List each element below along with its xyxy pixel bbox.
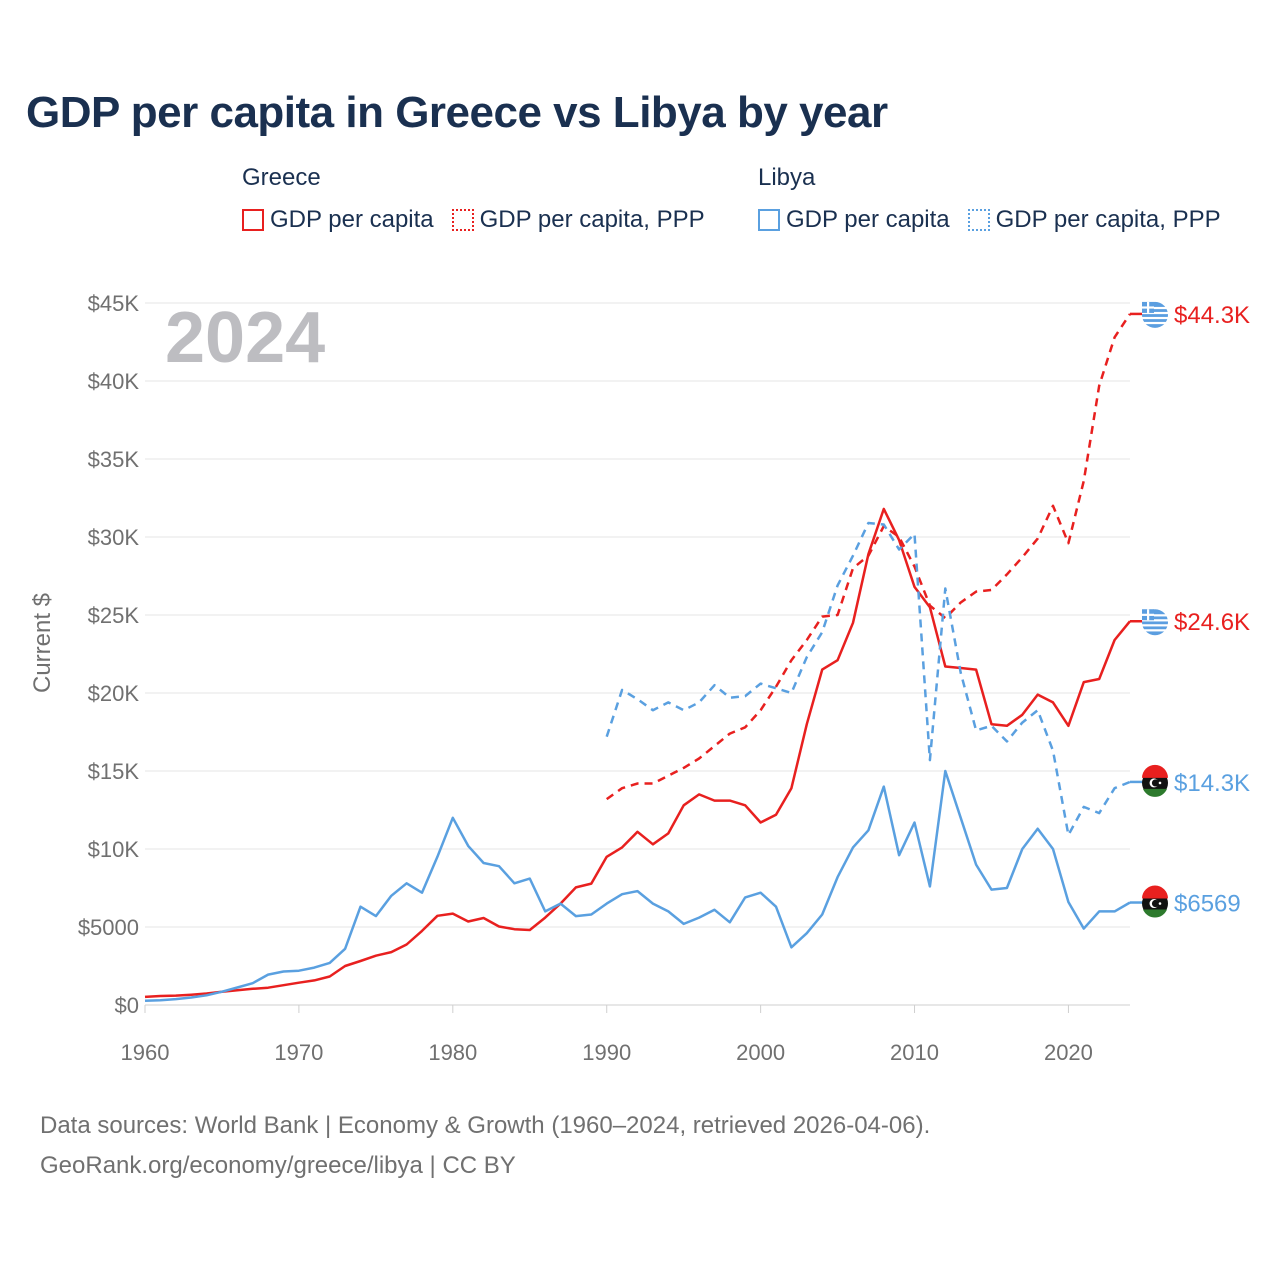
source-note: Data sources: World Bank | Economy & Gro… (40, 1106, 930, 1186)
x-tick-label: 1980 (428, 1040, 477, 1065)
y-tick-label: $40K (88, 369, 140, 394)
end-value-label: $14.3K (1174, 770, 1250, 797)
legend-label-greece-gdp: GDP per capita (270, 206, 434, 233)
x-tick-label: 1960 (121, 1040, 170, 1065)
legend-label-greece-ppp: GDP per capita, PPP (479, 206, 705, 233)
legend-swatch-libya-dashed (967, 209, 990, 231)
y-tick-label: $35K (88, 447, 140, 472)
x-tick-label: 2000 (736, 1040, 785, 1065)
x-axis-ticks: 1960 1970 1980 1990 2000 2010 2020 (121, 1005, 1093, 1065)
end-value-label: $24.6K (1174, 609, 1250, 636)
y-tick-label: $30K (88, 525, 140, 550)
series-line-libya-dash[interactable] (605, 521, 1131, 837)
y-tick-label: $0 (115, 993, 139, 1018)
y-tick-label: $15K (88, 759, 140, 784)
x-tick-label: 2020 (1044, 1040, 1093, 1065)
x-tick-label: 2010 (890, 1040, 939, 1065)
source-line-1: Data sources: World Bank | Economy & Gro… (40, 1112, 931, 1139)
legend-greece-title: Greece (242, 164, 321, 191)
end-value-label: $44.3K (1174, 302, 1250, 329)
greece-flag-icon (1142, 609, 1168, 636)
y-tick-label: $20K (88, 681, 140, 706)
greece-flag-icon (1142, 301, 1168, 328)
source-line-2: GeoRank.org/economy/greece/libya | CC BY (40, 1152, 516, 1179)
y-axis-title: Current $ (29, 593, 56, 693)
x-tick-label: 1970 (274, 1040, 323, 1065)
legend-item-greece-ppp[interactable]: GDP per capita, PPP (451, 206, 705, 234)
series-line-greece-solid[interactable] (144, 507, 1131, 999)
legend-swatch-greece-solid (242, 209, 264, 231)
end-value-label: $6569 (1174, 891, 1241, 918)
legend-item-greece-gdp[interactable]: GDP per capita (242, 206, 434, 234)
libya-flag-icon (1142, 885, 1168, 918)
legend-greece: Greece GDP per capita GDP per capita, PP… (242, 164, 705, 234)
end-labels: $24.6K $44.3K $6569 $14.3K (1130, 301, 1250, 918)
legend-libya: Libya GDP per capita GDP per capita, PPP (758, 164, 1221, 234)
series-lines (144, 313, 1132, 1003)
legend-swatch-libya-solid (758, 209, 780, 231)
y-tick-label: $45K (88, 291, 140, 316)
legend-libya-title: Libya (758, 164, 816, 191)
y-axis-ticks: $0 $5000 $10K $15K $20K $25K $30K $35K $40K $45K (78, 291, 140, 1018)
y-tick-label: $10K (88, 837, 140, 862)
grid-lines (145, 302, 1130, 1006)
x-tick-label: 1990 (582, 1040, 631, 1065)
y-tick-label: $25K (88, 603, 140, 628)
libya-flag-icon (1142, 764, 1168, 797)
series-line-greece-dash[interactable] (605, 313, 1132, 801)
legend-label-libya-ppp: GDP per capita, PPP (995, 206, 1221, 233)
y-tick-label: $5000 (78, 915, 139, 940)
series-line-libya-solid[interactable] (144, 769, 1131, 1003)
legend-item-libya-gdp[interactable]: GDP per capita (758, 206, 950, 234)
chart-title: GDP per capita in Greece vs Libya by yea… (26, 88, 888, 137)
legend-label-libya-gdp: GDP per capita (786, 206, 950, 233)
legend-item-libya-ppp[interactable]: GDP per capita, PPP (967, 206, 1221, 234)
legend-swatch-greece-dashed (451, 209, 474, 231)
year-label: 2024 (165, 298, 325, 378)
